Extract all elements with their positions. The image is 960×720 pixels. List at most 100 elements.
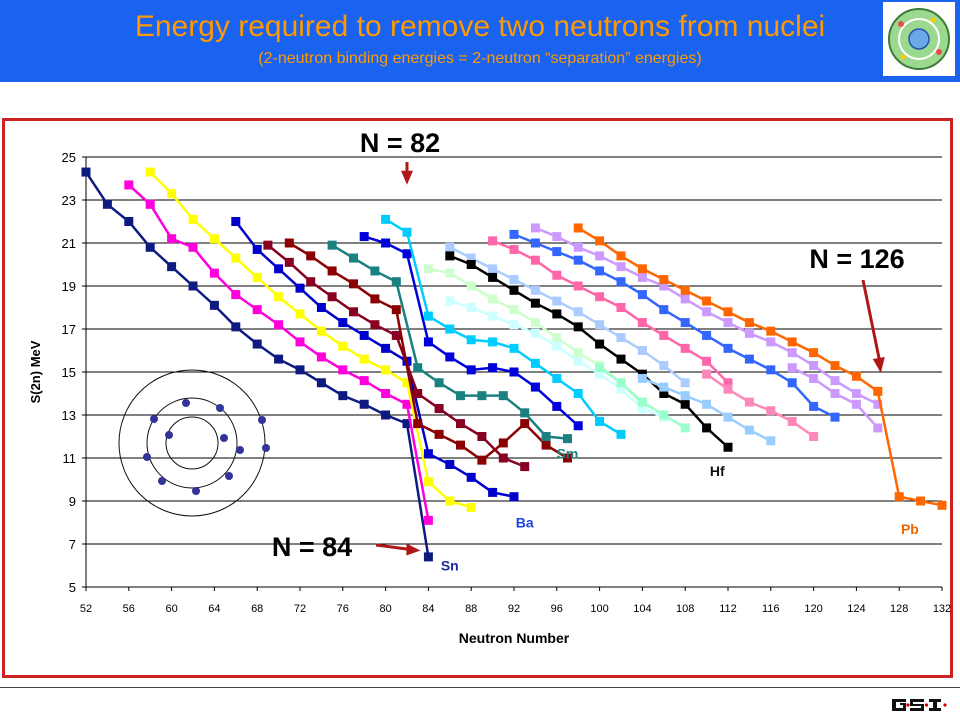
data-point	[680, 285, 690, 295]
gsi-logo	[888, 695, 950, 720]
data-point	[563, 434, 572, 444]
data-point	[541, 440, 551, 450]
data-point	[338, 365, 348, 375]
data-point	[680, 399, 690, 409]
data-point	[873, 423, 883, 433]
data-point	[595, 292, 605, 302]
data-point	[466, 365, 476, 375]
data-point	[488, 311, 498, 321]
data-point	[391, 305, 401, 315]
data-point	[498, 391, 508, 401]
y-tick-label: 11	[63, 451, 77, 466]
data-point	[466, 281, 476, 291]
data-point	[327, 266, 337, 276]
data-point	[680, 378, 690, 388]
data-point	[338, 391, 348, 401]
labels-layer: Sn Ba Sm Hf Pb	[441, 446, 919, 574]
y-tick-label: 15	[62, 365, 76, 380]
chart-frame	[2, 118, 953, 678]
data-point	[327, 240, 337, 250]
x-tick-label: 120	[804, 603, 822, 615]
x-tick-label: 52	[80, 603, 92, 615]
data-point	[766, 365, 776, 375]
data-point	[466, 303, 476, 312]
data-point	[766, 436, 776, 446]
data-point	[488, 487, 498, 497]
data-point	[466, 502, 476, 512]
data-point	[595, 369, 605, 379]
data-point	[349, 279, 358, 289]
series-line-11	[449, 246, 686, 384]
data-point	[659, 382, 669, 392]
data-point	[809, 373, 819, 383]
data-point	[509, 492, 519, 502]
data-point	[402, 399, 412, 409]
data-point	[830, 361, 840, 371]
data-point	[552, 247, 562, 257]
data-point	[381, 365, 391, 375]
data-point	[188, 281, 198, 291]
data-point	[167, 189, 177, 199]
data-point	[466, 253, 476, 263]
data-point	[370, 266, 380, 276]
data-point	[766, 406, 776, 416]
data-point	[702, 356, 712, 366]
data-point	[306, 251, 316, 261]
data-point	[723, 343, 733, 353]
data-point	[316, 303, 326, 312]
data-point	[616, 378, 626, 388]
data-point	[423, 264, 433, 274]
data-point	[723, 318, 733, 328]
series-label-2: Sm	[557, 446, 579, 462]
data-point	[659, 281, 669, 291]
data-point	[445, 251, 455, 261]
y-axis-title: S(2n) MeV	[28, 340, 43, 403]
data-point	[188, 214, 198, 224]
data-point	[659, 275, 669, 285]
data-point	[595, 320, 605, 330]
annotation-n84: N = 84	[272, 532, 352, 562]
data-point	[766, 326, 776, 336]
series-layer	[81, 167, 947, 562]
data-point	[252, 305, 262, 315]
data-point	[456, 440, 465, 450]
data-point	[616, 429, 626, 439]
data-point	[873, 386, 883, 396]
data-point	[434, 404, 444, 414]
atom-logo-icon	[883, 2, 955, 76]
y-tick-label: 5	[69, 580, 76, 595]
data-point	[209, 268, 219, 278]
data-point	[552, 373, 562, 383]
series-line-2	[149, 171, 472, 509]
data-point	[552, 333, 562, 343]
x-tick-label: 104	[633, 603, 651, 615]
data-point	[209, 300, 219, 310]
slide-subtitle: (2-neutron binding energies = 2-neutron …	[258, 50, 702, 67]
nucleus-orbit-icon	[118, 369, 270, 517]
x-tick-label: 108	[676, 603, 694, 615]
y-tick-label: 9	[69, 494, 76, 509]
data-point	[445, 496, 455, 506]
data-point	[744, 328, 754, 338]
data-point	[124, 180, 134, 190]
data-point	[530, 255, 540, 265]
y-tick-label: 17	[62, 322, 76, 337]
data-point	[338, 341, 348, 351]
data-point	[616, 251, 626, 261]
data-point	[381, 343, 391, 353]
data-point	[509, 320, 519, 330]
data-point	[445, 242, 455, 252]
data-point	[659, 389, 669, 398]
data-point	[894, 492, 904, 502]
data-point	[552, 341, 562, 351]
arrow-n82-head	[401, 170, 413, 185]
data-point	[916, 496, 926, 506]
data-point	[316, 352, 326, 362]
x-tick-label: 116	[762, 603, 780, 615]
series-label-0: Sn	[441, 558, 459, 574]
data-point	[349, 253, 358, 263]
data-point	[209, 234, 219, 244]
data-point	[787, 337, 797, 347]
data-point	[252, 339, 262, 349]
data-point	[274, 354, 284, 364]
